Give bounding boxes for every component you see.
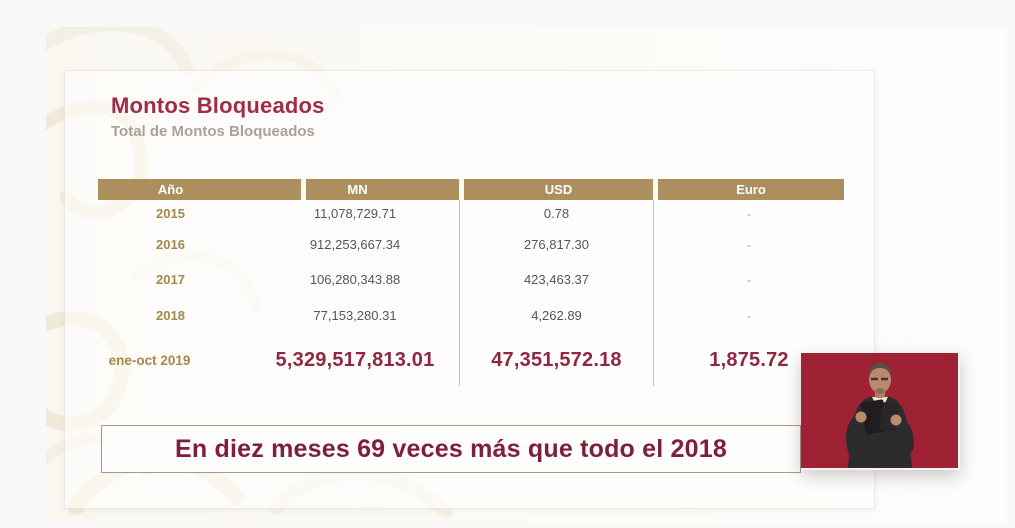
year-cell: 2018: [156, 308, 185, 323]
euro-cell-highlight: 1,875.72: [653, 334, 844, 386]
mn-cell: 77,153,280.31: [313, 308, 397, 323]
table-header-row: Año MN USD Euro: [98, 179, 844, 200]
mn-cell-highlight: 5,329,517,813.01: [275, 348, 435, 371]
column-header-mn: MN: [301, 179, 459, 200]
mn-cell: 106,280,343.88: [309, 272, 401, 287]
table-row-2017: 2017 106,280,343.88 423,463.37 -: [98, 262, 844, 297]
usd-cell-highlight: 47,351,572.18: [459, 334, 653, 386]
sign-language-interpreter-video: [801, 353, 960, 470]
blocked-amounts-table: Año MN USD Euro 2015 11,078,729.71 0.78 …: [98, 179, 844, 386]
highlight-banner: En diez meses 69 veces más que todo el 2…: [101, 425, 801, 473]
column-header-usd: USD: [459, 179, 653, 200]
mn-cell: 11,078,729.71: [313, 206, 397, 221]
table-row-2019-highlight: ene-oct 2019 5,329,517,813.01 47,351,572…: [98, 334, 844, 386]
table-row-2015: 2015 11,078,729.71 0.78 -: [98, 200, 844, 227]
euro-cell: -: [653, 227, 844, 262]
usd-cell: 4,262.89: [459, 297, 653, 334]
usd-cell: 0.78: [459, 200, 653, 227]
table-row-2016: 2016 912,253,667.34 276,817.30 -: [98, 227, 844, 262]
year-cell: 2015: [156, 206, 185, 221]
table-row-2018: 2018 77,153,280.31 4,262.89 -: [98, 297, 844, 334]
euro-cell: -: [653, 200, 844, 227]
year-cell: 2016: [156, 237, 185, 252]
usd-cell: 276,817.30: [459, 227, 653, 262]
usd-cell: 423,463.37: [459, 262, 653, 297]
content-card: Montos Bloqueados Total de Montos Bloque…: [64, 70, 875, 509]
slide-title: Montos Bloqueados: [111, 93, 325, 118]
mn-cell: 912,253,667.34: [309, 237, 401, 252]
interpreter-figure: [846, 363, 914, 468]
year-cell: 2017: [156, 272, 185, 287]
column-header-euro: Euro: [653, 179, 844, 200]
banner-text: En diez meses 69 veces más que todo el 2…: [175, 434, 727, 463]
euro-cell: -: [653, 262, 844, 297]
presentation-slide: Montos Bloqueados Total de Montos Bloque…: [46, 27, 1007, 523]
column-header-year: Año: [98, 179, 301, 200]
euro-cell: -: [653, 297, 844, 334]
year-cell: ene-oct 2019: [108, 352, 191, 368]
slide-subtitle: Total de Montos Bloqueados: [111, 123, 315, 140]
